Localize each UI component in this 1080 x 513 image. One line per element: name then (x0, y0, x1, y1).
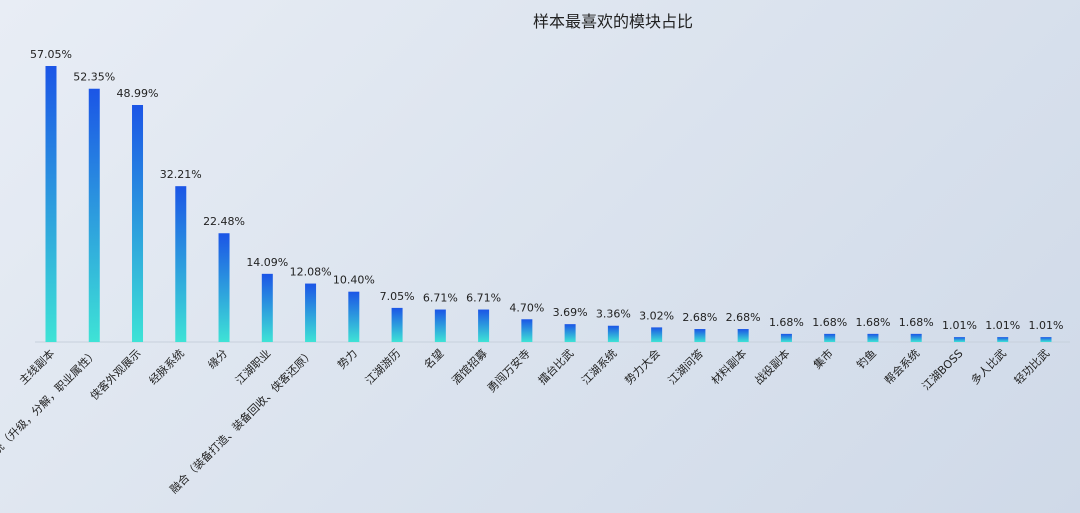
bar (780, 333, 792, 342)
bar (434, 309, 446, 342)
value-label: 1.68% (769, 316, 804, 329)
bar (867, 333, 879, 342)
x-tick-label: 势力 (335, 347, 360, 372)
bar (305, 283, 317, 342)
value-label: 14.09% (246, 256, 288, 269)
bar (737, 329, 749, 342)
bar (997, 337, 1009, 342)
bar (218, 233, 230, 342)
value-label: 1.01% (985, 319, 1020, 332)
x-tick-label: 擂台比武 (535, 346, 576, 387)
bar (132, 104, 144, 342)
value-label: 22.48% (203, 215, 245, 228)
x-tick-label: 集市 (810, 346, 835, 371)
x-tick-label: 江湖BOSS (920, 347, 966, 393)
bar (824, 333, 836, 342)
bar (45, 66, 57, 342)
value-label: 2.68% (726, 311, 761, 324)
x-tick-label: 帮会系统 (882, 347, 922, 387)
x-tick-label: 多人比武 (968, 346, 1009, 387)
value-label: 1.01% (1029, 319, 1064, 332)
value-label: 7.05% (380, 290, 415, 303)
bar (607, 325, 619, 342)
bar (910, 333, 922, 342)
chart-title: 样本最喜欢的模块占比 (533, 12, 693, 31)
x-tick-label: 酒馆招募 (449, 346, 490, 387)
x-tick-label: 勇闯万安寺 (484, 346, 533, 395)
bar (391, 307, 403, 342)
bar (564, 324, 576, 342)
bar (478, 309, 490, 342)
bar (88, 88, 100, 342)
value-label: 3.36% (596, 308, 631, 321)
x-tick-label: 材料副本 (708, 346, 749, 387)
bar (953, 337, 965, 342)
value-label: 12.08% (290, 266, 332, 279)
value-label: 1.68% (855, 316, 890, 329)
x-tick-label: 缘分 (205, 347, 230, 372)
x-tick-label: 江湖游历 (363, 347, 403, 387)
x-tick-label: 装备系统（升级，分解，职业属性） (0, 346, 100, 480)
bar (694, 329, 706, 342)
x-tick-label: 江湖职业 (233, 347, 273, 387)
value-label: 1.68% (899, 316, 934, 329)
bar (521, 319, 533, 342)
x-tick-label: 名望 (421, 346, 446, 371)
bar (1040, 337, 1052, 342)
bar (651, 327, 663, 342)
value-label: 57.05% (30, 48, 72, 61)
value-label: 1.68% (812, 316, 847, 329)
value-label: 10.40% (333, 274, 375, 287)
value-label: 48.99% (117, 87, 159, 100)
value-label: 2.68% (682, 311, 717, 324)
x-tick-label: 江湖系统 (579, 347, 619, 387)
value-label: 32.21% (160, 168, 202, 181)
value-label: 1.01% (942, 319, 977, 332)
value-label: 6.71% (466, 292, 501, 305)
value-label: 6.71% (423, 292, 458, 305)
x-tick-label: 钓鱼 (854, 346, 879, 371)
x-tick-label: 轻功比武 (1011, 346, 1052, 387)
bar (175, 186, 187, 342)
bar (348, 291, 360, 342)
x-tick-label: 主线副本 (16, 346, 57, 387)
x-tick-label: 势力大会 (622, 346, 663, 387)
x-tick-label: 经脉系统 (146, 346, 187, 387)
bar (261, 273, 273, 342)
value-label: 3.02% (639, 309, 674, 322)
value-label: 52.35% (73, 71, 115, 84)
value-label: 4.70% (509, 301, 544, 314)
value-label: 3.69% (553, 306, 588, 319)
x-tick-label: 战役副本 (752, 346, 793, 387)
x-tick-label: 江湖问答 (665, 346, 706, 387)
